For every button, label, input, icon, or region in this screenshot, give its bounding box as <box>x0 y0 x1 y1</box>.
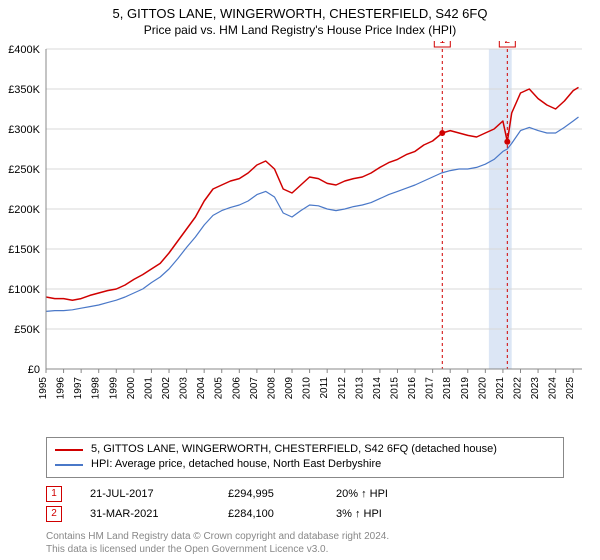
legend-label: 5, GITTOS LANE, WINGERWORTH, CHESTERFIEL… <box>91 442 497 457</box>
sales-table: 1 21-JUL-2017 £294,995 20% ↑ HPI 2 31-MAR-202… <box>46 484 564 524</box>
svg-text:2004: 2004 <box>196 377 207 400</box>
page: 5, GITTOS LANE, WINGERWORTH, CHESTERFIEL… <box>0 0 600 560</box>
svg-text:£50K: £50K <box>14 324 40 336</box>
svg-text:2003: 2003 <box>179 377 190 400</box>
svg-text:1998: 1998 <box>91 377 102 400</box>
svg-text:2020: 2020 <box>477 377 488 400</box>
sale-marker: 2 <box>46 506 62 522</box>
svg-text:1999: 1999 <box>108 377 119 400</box>
legend-swatch <box>55 464 83 466</box>
svg-text:2018: 2018 <box>442 377 453 400</box>
svg-text:1997: 1997 <box>73 377 84 400</box>
svg-text:2024: 2024 <box>548 377 559 400</box>
sale-pct-vs-hpi: 20% ↑ HPI <box>336 488 426 500</box>
svg-text:£150K: £150K <box>8 244 40 256</box>
attribution-footer: Contains HM Land Registry data © Crown c… <box>46 530 564 556</box>
sale-pct-vs-hpi: 3% ↑ HPI <box>336 508 426 520</box>
svg-text:2002: 2002 <box>161 377 172 400</box>
svg-text:£200K: £200K <box>8 204 40 216</box>
svg-text:2: 2 <box>505 41 511 46</box>
svg-text:2008: 2008 <box>266 377 277 400</box>
chart-title: 5, GITTOS LANE, WINGERWORTH, CHESTERFIEL… <box>0 0 600 21</box>
chart-area: £0 £50K £100K £150K £200K £250K £300K £350K £400… <box>0 41 600 431</box>
svg-text:2013: 2013 <box>354 377 365 400</box>
svg-text:£0: £0 <box>28 364 40 376</box>
legend-label: HPI: Average price, detached house, Nort… <box>91 457 381 472</box>
sale-date: 21-JUL-2017 <box>90 488 200 500</box>
svg-text:2012: 2012 <box>337 377 348 400</box>
svg-text:£100K: £100K <box>8 284 40 296</box>
svg-text:2010: 2010 <box>302 377 313 400</box>
svg-text:2022: 2022 <box>512 377 523 400</box>
svg-text:2007: 2007 <box>249 377 260 400</box>
svg-text:2023: 2023 <box>530 377 541 400</box>
sale-row: 1 21-JUL-2017 £294,995 20% ↑ HPI <box>46 484 564 504</box>
svg-text:2014: 2014 <box>372 377 383 400</box>
svg-text:£250K: £250K <box>8 164 40 176</box>
svg-text:£350K: £350K <box>8 84 40 96</box>
legend-swatch <box>55 449 83 451</box>
svg-text:2000: 2000 <box>126 377 137 400</box>
sale-price: £294,995 <box>228 488 308 500</box>
chart-subtitle: Price paid vs. HM Land Registry's House … <box>0 21 600 41</box>
legend-item: HPI: Average price, detached house, Nort… <box>55 457 555 472</box>
svg-text:2025: 2025 <box>565 377 576 400</box>
svg-text:2017: 2017 <box>425 377 436 400</box>
legend: 5, GITTOS LANE, WINGERWORTH, CHESTERFIEL… <box>46 437 564 478</box>
footer-line-2: This data is licensed under the Open Gov… <box>46 543 564 556</box>
svg-text:2005: 2005 <box>214 377 225 400</box>
svg-text:£300K: £300K <box>8 124 40 136</box>
svg-text:2016: 2016 <box>407 377 418 400</box>
svg-text:2015: 2015 <box>389 377 400 400</box>
svg-text:1996: 1996 <box>56 377 67 400</box>
footer-line-1: Contains HM Land Registry data © Crown c… <box>46 530 564 543</box>
svg-text:2006: 2006 <box>231 377 242 400</box>
svg-text:2021: 2021 <box>495 377 506 400</box>
svg-text:2011: 2011 <box>319 377 330 399</box>
svg-text:2019: 2019 <box>460 377 471 400</box>
line-chart: £0 £50K £100K £150K £200K £250K £300K £350K £400… <box>0 41 600 431</box>
svg-text:1: 1 <box>440 41 446 46</box>
svg-text:2001: 2001 <box>143 377 154 400</box>
svg-text:1995: 1995 <box>38 377 49 400</box>
legend-item: 5, GITTOS LANE, WINGERWORTH, CHESTERFIEL… <box>55 442 555 457</box>
sale-row: 2 31-MAR-2021 £284,100 3% ↑ HPI <box>46 504 564 524</box>
sale-marker: 1 <box>46 486 62 502</box>
svg-text:2009: 2009 <box>284 377 295 400</box>
svg-text:£400K: £400K <box>8 44 40 56</box>
sale-date: 31-MAR-2021 <box>90 508 200 520</box>
sale-price: £284,100 <box>228 508 308 520</box>
